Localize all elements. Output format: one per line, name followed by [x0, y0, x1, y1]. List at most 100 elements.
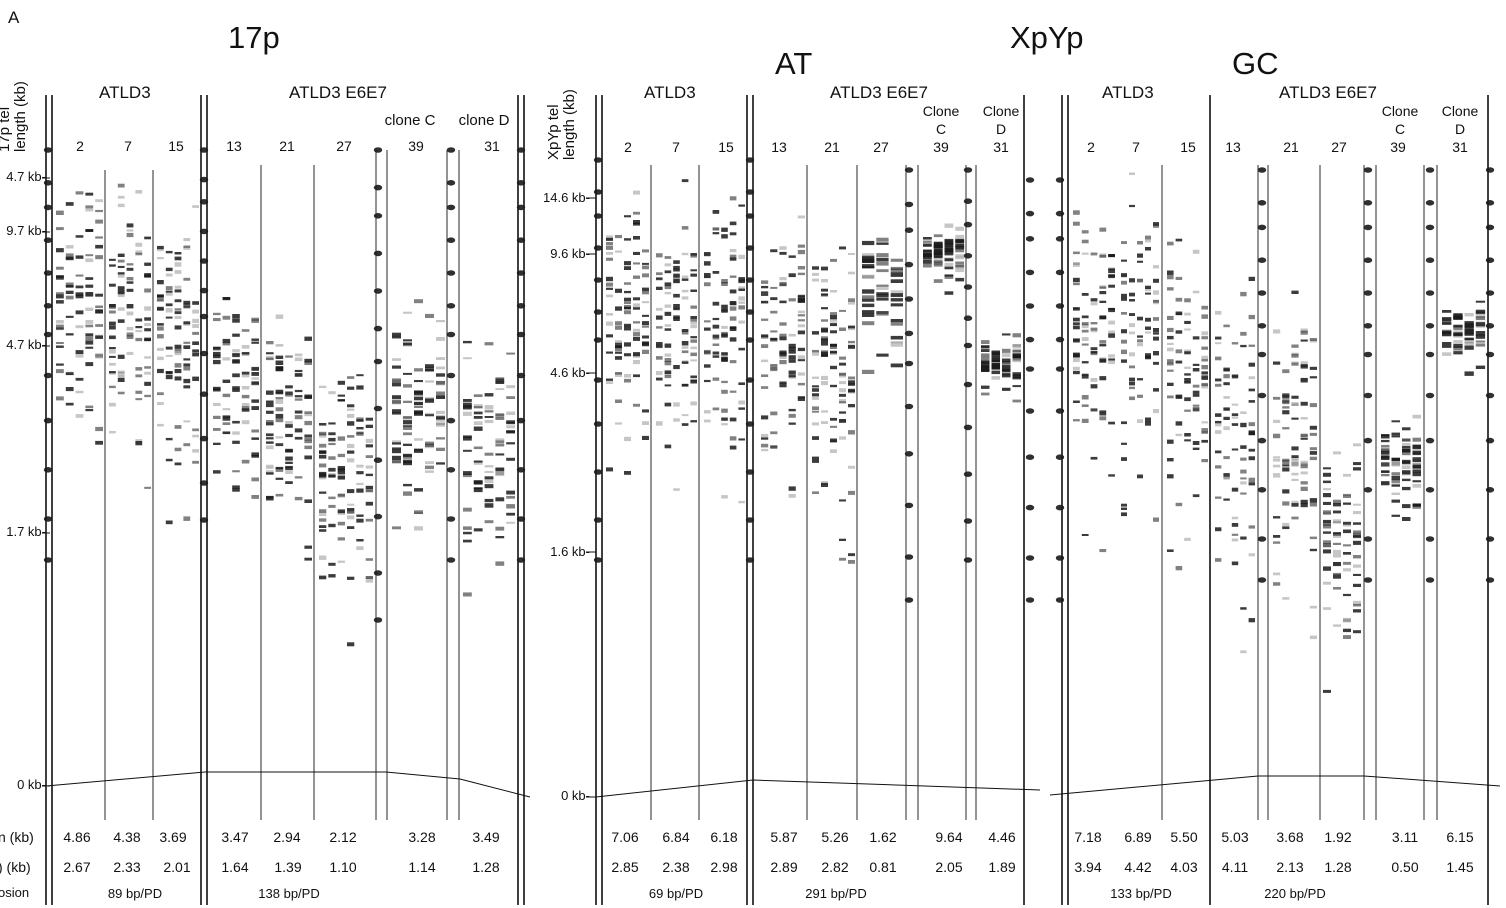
band — [463, 473, 472, 478]
band — [664, 282, 672, 287]
band — [1248, 432, 1255, 435]
band — [890, 294, 903, 298]
band — [738, 254, 745, 260]
band — [1273, 361, 1281, 365]
band — [65, 333, 74, 336]
sd-17p-7: 2.33 — [113, 859, 141, 875]
band — [1184, 312, 1191, 316]
band — [1442, 310, 1452, 313]
band — [1012, 385, 1021, 388]
band — [721, 352, 728, 355]
band — [392, 440, 401, 443]
band — [944, 248, 954, 253]
band — [1464, 333, 1474, 336]
band — [75, 255, 84, 259]
marker-band — [1485, 257, 1495, 264]
band — [1002, 364, 1011, 368]
band — [1291, 459, 1299, 463]
band — [1300, 330, 1308, 335]
band — [704, 364, 711, 368]
band — [642, 249, 649, 253]
band — [1464, 341, 1474, 346]
band — [1333, 519, 1341, 523]
band — [606, 381, 613, 384]
band — [1300, 437, 1308, 440]
band — [275, 391, 284, 395]
band — [1402, 486, 1411, 491]
band — [890, 293, 903, 297]
band — [848, 490, 855, 495]
group-at-clone-c-line2: C — [935, 121, 947, 137]
band — [414, 510, 423, 514]
band — [304, 420, 312, 426]
band — [681, 179, 689, 183]
pd-gc-2: 2 — [1087, 139, 1095, 155]
pd-17p-39: 39 — [408, 138, 424, 154]
band — [414, 368, 423, 372]
band — [788, 422, 796, 425]
band — [251, 399, 259, 403]
marker-band — [373, 405, 383, 412]
band — [923, 237, 932, 240]
band — [1475, 311, 1486, 314]
band — [656, 307, 663, 311]
marker-band — [373, 457, 383, 464]
band — [75, 353, 84, 358]
band — [1192, 441, 1200, 445]
band — [797, 382, 805, 386]
band — [285, 465, 293, 468]
band — [1153, 299, 1159, 303]
band — [1012, 349, 1021, 353]
band — [1391, 499, 1400, 503]
band — [436, 381, 445, 386]
band — [414, 405, 423, 408]
band — [135, 330, 143, 333]
band — [347, 508, 355, 512]
band — [425, 461, 434, 465]
zero-kb-line — [595, 779, 1041, 798]
marker-band — [43, 237, 53, 243]
band — [1323, 511, 1331, 515]
mean-17p-39: 3.28 — [408, 829, 436, 845]
band — [1353, 603, 1361, 607]
band — [1300, 462, 1308, 466]
band — [839, 419, 846, 423]
band — [1167, 395, 1174, 399]
band — [664, 384, 672, 387]
marker-band — [745, 469, 755, 475]
band — [1453, 330, 1463, 336]
band — [266, 464, 274, 468]
band — [165, 520, 173, 525]
band — [1464, 345, 1474, 350]
band — [681, 275, 689, 280]
band — [1121, 329, 1127, 334]
pd-gc-31: 31 — [1452, 139, 1468, 155]
band — [1248, 618, 1255, 623]
band — [876, 292, 889, 296]
marker-band — [1055, 236, 1065, 242]
band — [624, 374, 631, 378]
marker-band — [963, 424, 973, 431]
band — [285, 448, 293, 453]
band — [673, 317, 680, 321]
band — [1201, 421, 1208, 424]
marker-band — [963, 557, 973, 563]
band — [664, 402, 672, 407]
band — [1453, 351, 1463, 355]
band — [673, 365, 680, 370]
band — [633, 190, 640, 195]
band — [1223, 382, 1230, 386]
band — [761, 291, 769, 294]
band — [821, 421, 828, 424]
band — [738, 438, 745, 441]
band — [109, 321, 116, 326]
band — [738, 382, 745, 385]
band — [144, 288, 151, 293]
mean-gc-13: 5.03 — [1221, 829, 1249, 845]
band — [830, 323, 837, 327]
band — [365, 488, 373, 492]
band — [1353, 600, 1361, 605]
band — [1333, 502, 1341, 507]
band — [1108, 358, 1115, 361]
band — [192, 434, 199, 438]
